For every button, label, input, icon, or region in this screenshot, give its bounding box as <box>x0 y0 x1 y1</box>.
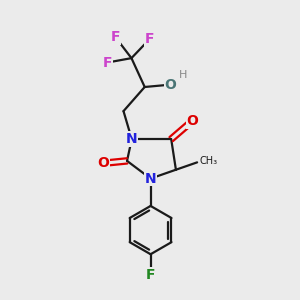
Text: F: F <box>145 32 154 46</box>
Text: O: O <box>165 78 176 92</box>
Text: O: O <box>98 156 110 170</box>
Text: N: N <box>145 172 156 186</box>
Text: F: F <box>103 56 112 70</box>
Text: CH₃: CH₃ <box>199 156 218 166</box>
Text: F: F <box>110 30 120 44</box>
Text: H: H <box>179 70 187 80</box>
Text: F: F <box>146 268 155 282</box>
Text: N: N <box>126 132 138 146</box>
Text: O: O <box>187 114 198 128</box>
